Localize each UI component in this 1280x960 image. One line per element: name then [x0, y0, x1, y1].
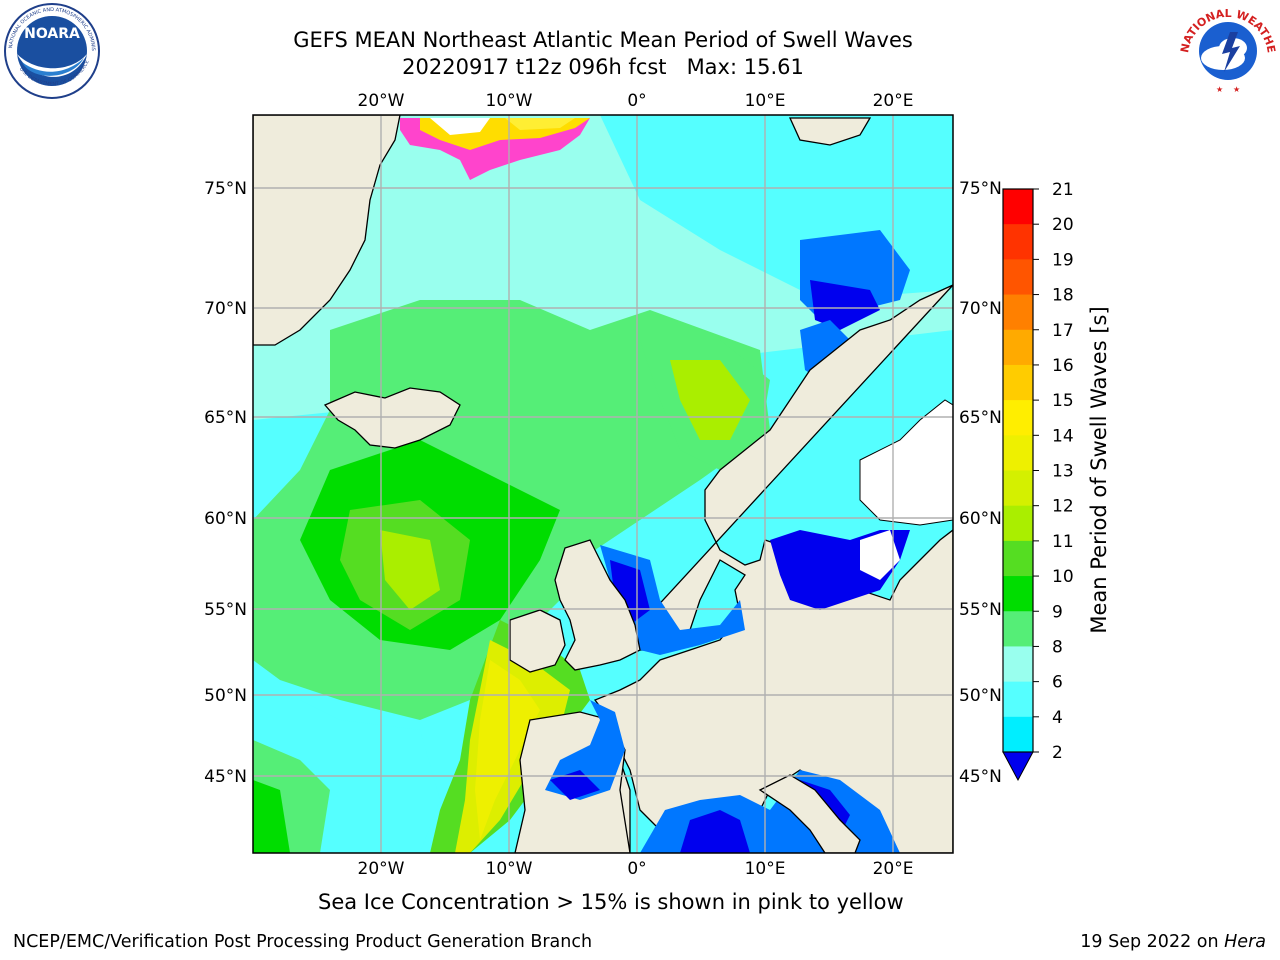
lat-label-right: 60°N: [959, 509, 1002, 529]
sea-ice-note: Sea Ice Concentration > 15% is shown in …: [318, 890, 904, 914]
colorbar-tick-label: 8: [1052, 637, 1063, 657]
colorbar-tick-label: 15: [1052, 391, 1074, 411]
colorbar-tick-label: 9: [1052, 602, 1063, 622]
colorbar-segment: [1003, 611, 1033, 647]
colorbar-segment: [1003, 400, 1033, 436]
colorbar-tick-label: 14: [1052, 426, 1074, 446]
footer-credit: NCEP/EMC/Verification Post Processing Pr…: [13, 932, 593, 952]
lat-label-left: 45°N: [204, 767, 247, 787]
noaa-logo: NOARA NATIONAL OCEANIC AND ATMOSPHERIC A…: [2, 2, 100, 99]
lon-label-bottom: 0°: [627, 859, 646, 879]
lat-label-left: 70°N: [204, 299, 247, 319]
colorbar-segment: [1003, 681, 1033, 718]
colorbar-tick-label: 4: [1052, 708, 1063, 728]
colorbar-tick-label: 13: [1052, 462, 1074, 482]
colorbar-segment: [1003, 540, 1033, 577]
map-subtitle: 20220917 t12z 096h fcst Max: 15.61: [402, 55, 804, 79]
lon-label-top: 20°E: [873, 91, 914, 111]
colorbar-label: Mean Period of Swell Waves [s]: [1087, 306, 1111, 633]
colorbar-segment: [1003, 364, 1033, 401]
lon-label-top: 10°W: [486, 91, 533, 111]
noaa-logo-text: NOARA: [24, 26, 80, 42]
colorbar-segment: [1003, 224, 1033, 260]
map-title: GEFS MEAN Northeast Atlantic Mean Period…: [293, 28, 913, 52]
colorbar-tick-label: 10: [1052, 567, 1074, 587]
colorbar-segment: [1003, 259, 1033, 296]
colorbar-tick-label: 17: [1052, 321, 1074, 341]
colorbar-extend-arrow: [1002, 751, 1034, 782]
lat-label-right: 65°N: [959, 408, 1002, 428]
colorbar-segment: [1003, 435, 1033, 471]
colorbar-segment: [1003, 329, 1033, 366]
lat-label-right: 55°N: [959, 600, 1002, 620]
svg-text:★: ★: [1216, 85, 1223, 94]
svg-text:★: ★: [1233, 85, 1240, 94]
colorbar-tick-label: 12: [1052, 497, 1074, 517]
lon-label-top: 10°E: [745, 91, 786, 111]
lat-label-right: 70°N: [959, 299, 1002, 319]
colorbar-tick-label: 18: [1052, 286, 1074, 306]
colorbar-tick-label: 21: [1052, 180, 1074, 200]
colorbar-segment: [1003, 576, 1033, 612]
lon-label-bottom: 10°W: [486, 859, 533, 879]
map-frame: [252, 114, 954, 854]
footer-date: 19 Sep 2022 on Hera: [1080, 932, 1266, 952]
footer-machine: Hera: [1224, 932, 1266, 952]
colorbar-tick-label: 16: [1052, 356, 1074, 376]
colorbar-segment: [1003, 716, 1033, 753]
colorbar-segment: [1003, 470, 1033, 507]
lon-label-bottom: 20°W: [358, 859, 405, 879]
colorbar-segment: [1003, 294, 1033, 331]
lon-label-bottom: 20°E: [873, 859, 914, 879]
lat-label-left: 50°N: [204, 686, 247, 706]
nws-logo: NATIONAL WEATHER SERVICE ★ ★: [1178, 2, 1278, 98]
lon-label-bottom: 10°E: [745, 859, 786, 879]
colorbar-segment: [1003, 646, 1033, 683]
lat-label-left: 75°N: [204, 179, 247, 199]
lat-label-right: 50°N: [959, 686, 1002, 706]
map-area: [253, 115, 953, 853]
lat-label-left: 55°N: [204, 600, 247, 620]
colorbar-segment: [1003, 505, 1033, 542]
colorbar-tick-label: 19: [1052, 250, 1074, 270]
colorbar-tick-label: 6: [1052, 673, 1063, 693]
colorbar-tick-label: 11: [1052, 532, 1074, 552]
colorbar-tick-label: 2: [1052, 743, 1063, 763]
lon-label-top: 0°: [627, 91, 646, 111]
lat-label-left: 65°N: [204, 408, 247, 428]
lon-label-top: 20°W: [358, 91, 405, 111]
lat-label-right: 45°N: [959, 767, 1002, 787]
colorbar: 21 20 19 18 17 16 15 14 13 12 11 10 9 8 6 4 2: [1002, 180, 1074, 782]
footer-date-text: 19 Sep 2022 on: [1080, 932, 1225, 952]
lat-label-right: 75°N: [959, 179, 1002, 199]
colorbar-segment: [1003, 189, 1033, 225]
map-gridlines: [253, 115, 953, 853]
colorbar-tick-label: 20: [1052, 215, 1074, 235]
lat-label-left: 60°N: [204, 509, 247, 529]
